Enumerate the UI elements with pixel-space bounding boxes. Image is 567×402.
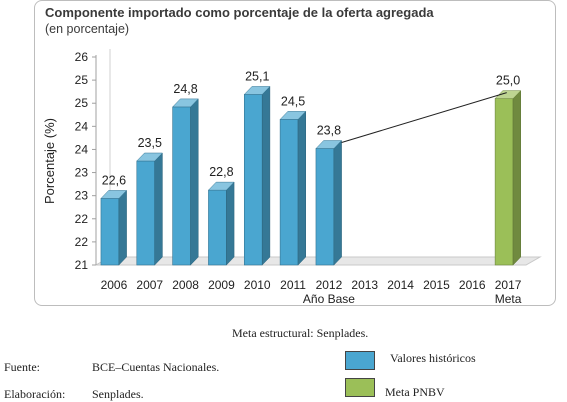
bar — [243, 94, 263, 266]
elaboration-label: Elaboración: — [4, 387, 66, 401]
chart-title: Componente importado como porcentaje de … — [45, 5, 434, 20]
bar-top — [315, 140, 343, 149]
bar-top — [172, 98, 199, 108]
x-tick-label: 2017 — [495, 278, 522, 292]
x-tick-label: 2010 — [244, 278, 271, 292]
bar — [279, 119, 299, 266]
data-label: 22,6 — [102, 173, 126, 187]
trend-line — [341, 92, 507, 143]
y-tick-label: 25 — [75, 96, 89, 110]
source-label: Fuente: — [4, 360, 40, 374]
y-tick-label: 22 — [75, 235, 89, 249]
x-tick-label: 2008 — [172, 278, 199, 292]
data-label: 23,5 — [138, 136, 162, 150]
bar-side — [118, 189, 127, 266]
x-tick-label: 2012 — [316, 278, 343, 292]
x-tick-label: 2007 — [136, 278, 163, 292]
bar-top — [279, 111, 307, 120]
y-tick-label: 22 — [75, 212, 89, 226]
elaboration-value: Senplades. — [92, 387, 144, 401]
x-tick-label: 2006 — [101, 278, 128, 292]
bar — [494, 98, 514, 266]
bar-side — [261, 85, 271, 266]
bar — [315, 148, 335, 266]
legend-label-historicos: Valores históricos — [390, 351, 476, 365]
y-tick-label: 24 — [75, 142, 89, 156]
x-tick-label: 2014 — [387, 278, 414, 292]
x-tick-label: 2015 — [423, 278, 450, 292]
bar-side — [512, 89, 521, 266]
x-sub-label: Meta — [495, 292, 522, 306]
y-tick-label: 23 — [75, 166, 89, 180]
data-label: 23,8 — [317, 124, 341, 138]
bar-side — [297, 110, 306, 266]
x-tick-label: 2013 — [351, 278, 378, 292]
y-tick-label: 24 — [75, 119, 89, 133]
bar-side — [226, 181, 235, 266]
legend-swatch-meta — [345, 378, 375, 397]
x-tick-label: 2011 — [280, 278, 306, 292]
data-label: 24,8 — [173, 82, 197, 96]
legend-label-meta: Meta PNBV — [385, 385, 445, 399]
bar — [208, 189, 227, 266]
bar-top — [494, 90, 522, 99]
y-axis-label: Porcentaje (%) — [42, 118, 57, 204]
bar-top — [100, 190, 128, 199]
bar-side — [154, 152, 163, 266]
bar-side — [333, 139, 342, 266]
data-label: 24,5 — [281, 94, 305, 108]
bar-top — [207, 181, 235, 191]
source-value: BCE–Cuentas Nacionales. — [92, 360, 220, 374]
y-tick-label: 26 — [75, 50, 89, 64]
bar-side — [190, 98, 199, 266]
chart-caption: Meta estructural: Senplades. — [232, 326, 369, 340]
legend-swatch-historicos — [345, 351, 375, 370]
y-tick-label: 23 — [75, 189, 89, 203]
data-label: 22,8 — [209, 165, 233, 179]
bar-top — [136, 152, 163, 162]
data-label: 25,0 — [496, 74, 520, 88]
y-tick-label: 25 — [75, 73, 89, 87]
bar — [172, 106, 191, 266]
bar — [100, 198, 120, 266]
chart-subtitle: (en porcentaje) — [45, 22, 130, 36]
bar-chart: 21 22 22 23 23 24 24 25 25 26 Porcentaje (%) 2006 20… — [42, 49, 542, 306]
x-sub-label: Año Base — [303, 292, 355, 306]
data-label: 25,1 — [245, 69, 269, 83]
x-tick-label: 2009 — [208, 278, 235, 292]
bar — [136, 160, 156, 266]
bar-top — [243, 86, 271, 95]
x-tick-label: 2016 — [459, 278, 486, 292]
y-tick-label: 21 — [75, 258, 89, 272]
